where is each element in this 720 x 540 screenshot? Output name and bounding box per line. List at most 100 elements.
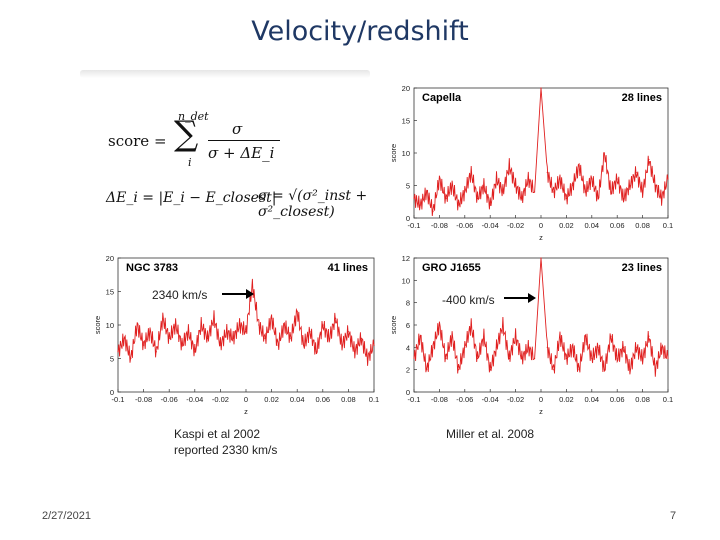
chart-1-xtick-label: -0.08 [135, 395, 152, 404]
chart-0-ytick-label: 20 [402, 84, 410, 93]
chart-1-data-point [232, 337, 234, 339]
chart-0-data-point [546, 171, 548, 174]
chart-1-count-label: 41 lines [328, 262, 368, 274]
kaspi-line-2: reported 2330 km/s [174, 443, 278, 457]
chart-1-data-point [213, 317, 215, 319]
chart-0-ytick-label: 5 [406, 182, 410, 191]
chart-1-data-point [360, 337, 362, 339]
chart-0-xtick-label: -0.08 [431, 221, 448, 230]
chart-2-data-point [527, 346, 529, 348]
chart-0-count-label: 28 lines [622, 92, 662, 104]
chart-1-data-point [175, 324, 177, 326]
chart-2-data-point [642, 357, 644, 360]
chart-0-data-point [578, 165, 580, 167]
chart-0-xtick-label: 0.06 [610, 221, 625, 230]
formula-delta-e: ΔE_i = |E_i − E_closest| [106, 190, 277, 206]
chart-2-data-point [616, 357, 618, 360]
chart-1-ytick-label: 15 [106, 288, 114, 297]
chart-1-data-point [245, 331, 247, 333]
score-formula: score = n_det ∑ i σ σ + ΔE_i ΔE_i = |E_i… [100, 110, 400, 220]
chart-0-ytick-label: 0 [406, 214, 410, 223]
chart-1-xtick-label: -0.02 [212, 395, 229, 404]
chart-1-xtick-label: -0.1 [112, 395, 125, 404]
chart-1-data-point [354, 351, 356, 353]
chart-1-data-point [200, 324, 202, 326]
chart-1-data-point [335, 317, 337, 319]
summation-icon: ∑ [174, 114, 199, 154]
chart-0-data-point [476, 197, 479, 200]
chart-1-data-point [187, 331, 189, 333]
chart-2-data-point [438, 324, 440, 326]
chart-0-data-point [445, 197, 447, 200]
chart-2-data-point [464, 346, 466, 348]
chart-2-ytick-label: 6 [406, 321, 410, 330]
chart-1-data-point [181, 344, 183, 346]
chart-2-xtick-label: -0.08 [431, 395, 448, 404]
chart-0-xlabel: z [539, 233, 543, 242]
chart-0-xtick-label: 0.04 [584, 221, 599, 230]
chart-0-data-point [515, 184, 517, 187]
chart-1-ytick-label: 10 [106, 321, 114, 330]
chart-1-xtick-label: -0.04 [186, 395, 203, 404]
chart-1-data-point [162, 317, 164, 319]
chart-ngc3783: -0.1 -0.08 -0.06 -0.04 -0.02 0 0.02 0.04 0.06 0.0… [93, 254, 379, 416]
chart-0-data-point [470, 171, 472, 174]
chart-0-data-point [464, 191, 466, 193]
chart-2-xtick-label: -0.1 [408, 395, 421, 404]
chart-1-ytick-label: 5 [110, 355, 114, 364]
formula-sum-lower: i [188, 156, 192, 169]
chart-2-count-label: 23 lines [622, 262, 662, 274]
chart-0-data-point [572, 184, 574, 187]
chart-2-xtick-label: 0.1 [663, 395, 673, 404]
chart-2-data-point [445, 357, 447, 360]
chart-2-data-point [489, 369, 491, 371]
chart-0-data-point [413, 197, 415, 200]
chart-1-ylabel: score [93, 316, 102, 334]
chart-0-data-point [667, 178, 669, 180]
chart-0-data-point [540, 87, 542, 89]
chart-0-data-point [438, 178, 440, 180]
page-number: 7 [670, 510, 677, 522]
chart-2-data-point [521, 357, 523, 360]
chart-0-data-point [457, 204, 460, 206]
chart-2-data-point [591, 357, 593, 360]
chart-1-data-point [277, 344, 279, 346]
chart-0-data-point [654, 184, 656, 187]
chart-1-data-point [258, 324, 260, 326]
chart-1-data-point [251, 284, 253, 286]
chart-2-data-point [661, 346, 663, 348]
chart-2-data-point [559, 335, 561, 337]
chart-2-title: GRO J1655 [422, 262, 481, 274]
chart-1-xtick-label: 0.08 [341, 395, 356, 404]
slide-title: Velocity/redshift [251, 16, 469, 47]
chart-2-data-point [413, 357, 415, 360]
chart-2-ylabel: score [389, 316, 398, 334]
chart-0-data-point [432, 210, 434, 213]
chart-0-data-point [616, 178, 618, 180]
arrow-right-icon [222, 289, 254, 299]
formula-numerator: σ [232, 120, 243, 138]
chart-1-series-line [117, 278, 375, 366]
chart-2-data-point [515, 335, 517, 337]
chart-1-data-point [373, 344, 375, 346]
miller-citation: Miller et al. 2008 [446, 427, 535, 441]
chart-0-title: Capella [422, 92, 462, 104]
chart-0-data-point [495, 178, 498, 180]
chart-0-data-point [426, 191, 428, 193]
chart-2-xtick-label: 0 [539, 395, 543, 404]
chart-2-data-point [502, 324, 504, 326]
chart-2-xtick-label: -0.04 [482, 395, 499, 404]
chart-0-data-point [489, 204, 491, 206]
chart-2-data-point [584, 335, 587, 337]
chart-2-data-point [419, 335, 421, 337]
chart-2-data-point [610, 335, 612, 337]
chart-0-data-point [622, 197, 625, 200]
chart-1-title: NGC 3783 [126, 262, 178, 274]
chart-1-xtick-label: -0.06 [161, 395, 178, 404]
chart-2-data-point [432, 346, 434, 348]
chart-2-data-point [457, 369, 460, 371]
chart-0-data-point [610, 191, 612, 193]
chart-2-data-point [578, 369, 580, 371]
kaspi-line-1: Kaspi et al 2002 [174, 427, 261, 441]
chart-1-data-point [130, 357, 132, 360]
